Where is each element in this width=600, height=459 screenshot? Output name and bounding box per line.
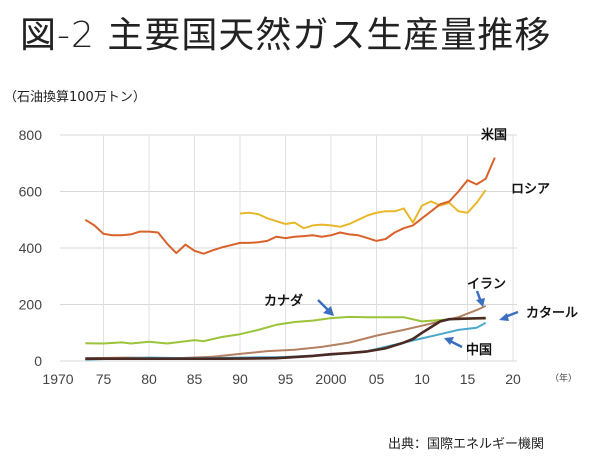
y-tick-label: 400 <box>19 240 43 256</box>
x-tick-label: 95 <box>278 371 294 387</box>
x-tick-label: 90 <box>232 371 248 387</box>
series-line-0 <box>84 157 496 255</box>
y-tick-label: 600 <box>19 184 43 200</box>
china-arrowhead-icon <box>444 337 454 345</box>
x-tick-label: 10 <box>414 371 430 387</box>
series-line-4 <box>85 316 486 361</box>
label-usa: 米国 <box>481 127 507 143</box>
x-tick-label: 20 <box>505 371 521 387</box>
y-axis-unit-label: （石油換算100万トン） <box>4 90 146 105</box>
grid-lines <box>60 134 517 362</box>
qatar-arrowhead-icon <box>499 313 509 321</box>
x-tick-label: 1970 <box>42 371 73 387</box>
series-line-2 <box>85 315 486 345</box>
x-tick-label: 05 <box>369 371 385 387</box>
series-line-1 <box>239 189 487 230</box>
x-tick-label: 85 <box>187 371 203 387</box>
annotation-arrows <box>317 290 519 349</box>
x-tick-label: 15 <box>460 371 476 387</box>
source-note: 出典：国際エネルギー機関 <box>388 437 545 452</box>
axis-ticks: 0 200 400 600 800 1970 75 80 85 90 95 2000 05 10 15 20 <box>19 127 521 387</box>
canada-arrowhead-icon <box>323 306 334 316</box>
y-tick-label: 200 <box>19 297 43 313</box>
china-arrow-icon <box>449 339 463 349</box>
page-title: 図-2 主要国天然ガス生産量推移 <box>20 15 552 56</box>
x-tick-label: 80 <box>141 371 157 387</box>
x-tick-label: 75 <box>96 371 112 387</box>
y-tick-label: 0 <box>34 353 42 369</box>
label-iran: イラン <box>467 277 506 292</box>
x-tick-label: 2000 <box>315 371 346 387</box>
x-axis-unit-label: （年） <box>550 372 577 384</box>
y-tick-label: 800 <box>19 127 43 143</box>
label-canada: カナダ <box>264 293 303 309</box>
label-russia: ロシア <box>511 182 550 197</box>
label-china: 中国 <box>466 342 492 358</box>
label-qatar: カタール <box>526 306 578 321</box>
series-lines <box>84 157 496 361</box>
iran-arrowhead-icon <box>476 298 485 307</box>
